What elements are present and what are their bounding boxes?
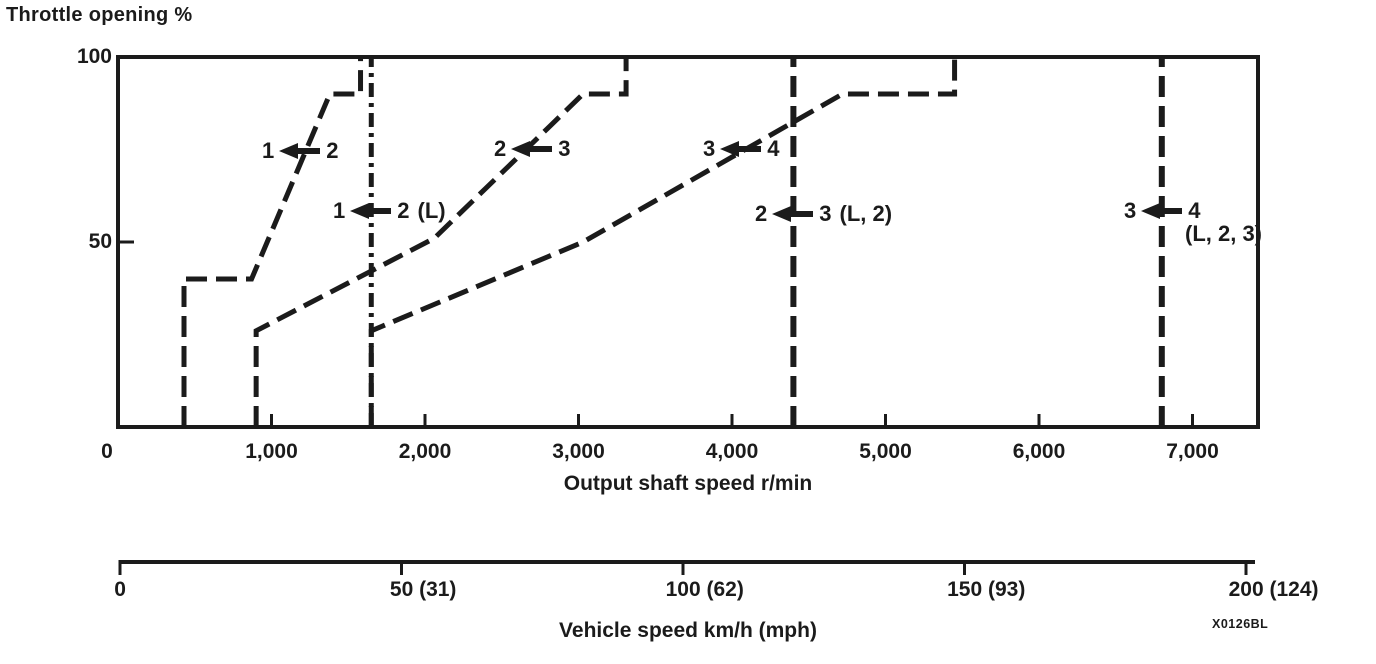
downshift-arrow-icon	[720, 141, 762, 157]
shift-from-gear: 2	[397, 198, 410, 223]
shift-from-gear: 3	[819, 201, 832, 226]
shift-to-gear: 1	[262, 138, 275, 163]
downshift-curve-s34	[368, 57, 958, 427]
x-axis-tick-label: 2,000	[398, 440, 452, 463]
origin-label: 0	[101, 440, 113, 463]
shift-range-suffix: (L)	[417, 198, 446, 223]
x-axis-tick-label: 4,000	[705, 440, 759, 463]
shift-from-gear: 4	[767, 136, 780, 161]
shift-label-row: 2 3 (L, 2)	[755, 201, 892, 227]
vehicle-speed-tick-label: 200 (124)	[1228, 578, 1319, 601]
shift-to-gear: 2	[755, 201, 768, 226]
downshift-arrow-icon	[350, 203, 392, 219]
downshift-arrow-icon	[511, 141, 553, 157]
x-axis-tick-label: 1,000	[245, 440, 298, 463]
shift-from-gear: 4	[1188, 198, 1201, 223]
x-axis-tick-label: 6,000	[1012, 440, 1066, 463]
figure-code: X0126BL	[1212, 617, 1269, 631]
shift-label-row: 1 2 (L)	[333, 198, 446, 224]
downshift-curve-s12	[181, 57, 364, 427]
downshift-arrow-icon	[1141, 203, 1183, 219]
vehicle-speed-tick-label: 150 (93)	[947, 578, 1026, 601]
shift-from-gear: 3	[558, 136, 571, 161]
shift-label-v34L23: 3 4 (L, 2, 3)	[1124, 198, 1262, 247]
shift-to-gear: 3	[1124, 198, 1137, 223]
y-axis-tick-label-100: 100	[76, 45, 112, 68]
shift-to-gear: 1	[333, 198, 346, 223]
shift-to-gear: 2	[494, 136, 507, 161]
y-axis-tick-label-50: 50	[88, 230, 112, 253]
x-axis-tick-label: 3,000	[552, 440, 605, 463]
x-axis-tick-label: 5,000	[859, 440, 912, 463]
x-axis-tick-label: 7,000	[1166, 440, 1219, 463]
plot-frame	[116, 55, 1260, 429]
shift-label-v23L2: 2 3 (L, 2)	[755, 201, 892, 227]
downshift-curve-s23	[253, 57, 629, 427]
shift-range-suffix: (L, 2, 3)	[1185, 221, 1263, 246]
page-title: Throttle opening %	[6, 4, 193, 26]
downshift-arrow-icon	[279, 143, 321, 159]
shift-range-suffix: (L, 2)	[839, 201, 893, 226]
vehicle-speed-axis-title: Vehicle speed km/h (mph)	[559, 619, 817, 642]
shift-to-gear: 3	[703, 136, 716, 161]
x-axis-title: Output shaft speed r/min	[563, 472, 813, 495]
shift-label-v12L: 1 2 (L)	[333, 198, 446, 224]
vehicle-speed-tick-label: 100 (62)	[665, 578, 744, 601]
shift-from-gear: 2	[326, 138, 339, 163]
downshift-arrow-icon	[772, 206, 814, 222]
vehicle-speed-tick-label: 50 (31)	[389, 578, 457, 601]
vehicle-speed-tick-label: 0	[114, 578, 126, 601]
